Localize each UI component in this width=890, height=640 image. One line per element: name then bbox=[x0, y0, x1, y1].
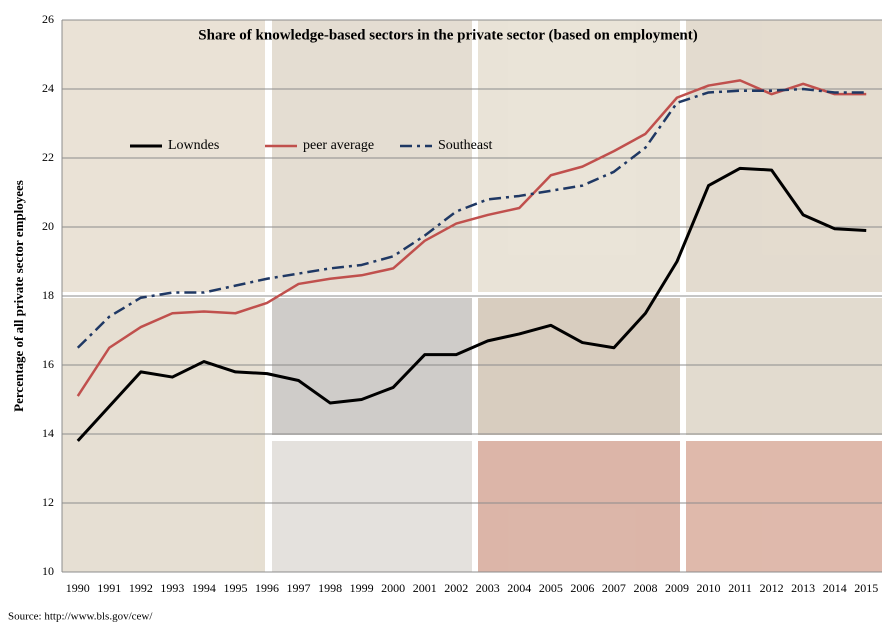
background-photo bbox=[62, 20, 882, 572]
x-tick-label: 2004 bbox=[507, 581, 531, 595]
y-axis-label: Percentage of all private sector employe… bbox=[11, 180, 26, 412]
x-tick-label: 2009 bbox=[665, 581, 689, 595]
y-tick-label: 18 bbox=[42, 288, 54, 302]
x-tick-label: 2015 bbox=[854, 581, 878, 595]
series-line bbox=[76, 79, 867, 397]
x-tick-label: 1994 bbox=[192, 581, 216, 595]
x-tick-label: 1995 bbox=[223, 581, 247, 595]
x-tick-label: 2000 bbox=[381, 581, 405, 595]
y-tick-label: 16 bbox=[42, 357, 54, 371]
legend-label: Lowndes bbox=[168, 138, 219, 153]
legend-label: Southeast bbox=[438, 138, 493, 153]
x-tick-label: 1998 bbox=[318, 581, 342, 595]
x-tick-label: 1991 bbox=[97, 581, 121, 595]
x-tick-label: 2006 bbox=[570, 581, 594, 595]
x-tick-label: 2002 bbox=[444, 581, 468, 595]
y-tick-label: 22 bbox=[42, 150, 54, 164]
x-tick-label: 2005 bbox=[539, 581, 563, 595]
y-tick-label: 20 bbox=[42, 219, 54, 233]
x-tick-label: 1996 bbox=[255, 581, 279, 595]
y-tick-label: 14 bbox=[42, 426, 54, 440]
x-tick-label: 2014 bbox=[823, 581, 847, 595]
x-tick-label: 2007 bbox=[602, 581, 626, 595]
y-tick-label: 10 bbox=[42, 564, 54, 578]
x-tick-label: 2001 bbox=[413, 581, 437, 595]
y-tick-label: 26 bbox=[42, 12, 54, 26]
legend-label: peer average bbox=[303, 138, 374, 153]
x-tick-label: 1990 bbox=[66, 581, 90, 595]
x-tick-label: 2010 bbox=[697, 581, 721, 595]
source-note: Source: http://www.bls.gov/cew/ bbox=[8, 611, 153, 623]
x-tick-label: 1992 bbox=[129, 581, 153, 595]
x-tick-label: 1993 bbox=[160, 581, 184, 595]
x-tick-label: 2003 bbox=[476, 581, 500, 595]
y-tick-label: 12 bbox=[42, 495, 54, 509]
x-tick-label: 2011 bbox=[728, 581, 752, 595]
chart-title: Share of knowledge-based sectors in the … bbox=[198, 27, 697, 43]
x-tick-label: 2008 bbox=[633, 581, 657, 595]
series-line bbox=[76, 87, 867, 349]
x-tick-label: 1997 bbox=[287, 581, 311, 595]
series-line bbox=[76, 166, 867, 442]
x-tick-label: 2012 bbox=[760, 581, 784, 595]
x-tick-label: 2013 bbox=[791, 581, 815, 595]
x-tick-label: 1999 bbox=[350, 581, 374, 595]
y-tick-label: 24 bbox=[42, 81, 54, 95]
